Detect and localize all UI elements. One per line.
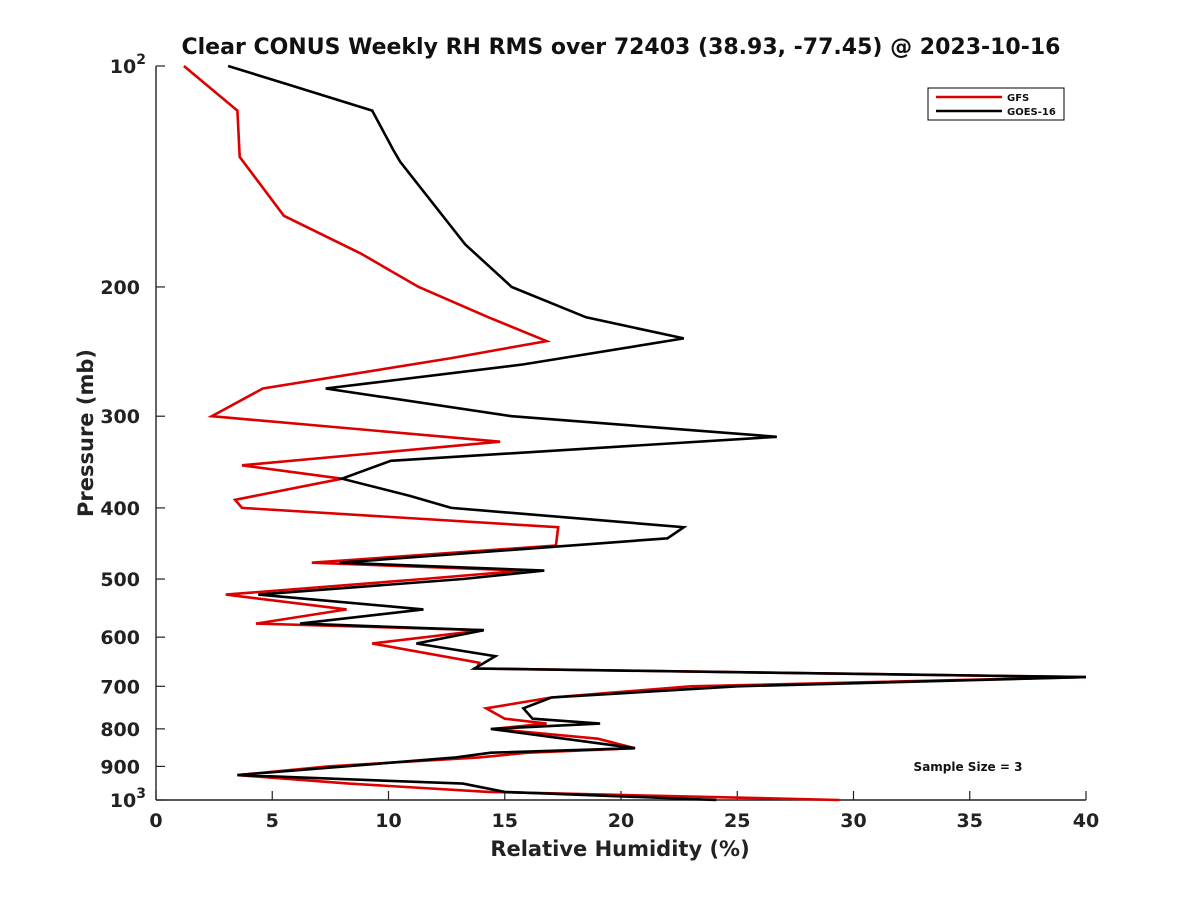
- legend-label-goes16: GOES-16: [1007, 107, 1056, 118]
- sample-size-annotation: Sample Size = 3: [914, 760, 1023, 774]
- y-tick-label: 800: [100, 719, 140, 741]
- y-tick-label: 200: [100, 277, 140, 299]
- y-tick-label: 300: [100, 406, 140, 428]
- x-axis-title: Relative Humidity (%): [490, 837, 749, 861]
- series-layer: [183, 64, 1087, 802]
- x-tick-label: 35: [957, 810, 983, 832]
- series-line-goes16: [227, 64, 1087, 802]
- legend-box: [927, 87, 1065, 121]
- y-tick-label: 103: [110, 786, 146, 812]
- x-tick-label: 0: [149, 810, 162, 832]
- axes: 0 5 10 15 20 25 30 35 40 102 200 300 400 500 600 700 800…: [100, 52, 1099, 832]
- x-tick-label: 15: [492, 810, 518, 832]
- x-tick-label: 25: [724, 810, 750, 832]
- series-line-gfs: [183, 65, 1087, 802]
- y-tick-label: 102: [110, 52, 146, 78]
- x-tick-label: 40: [1073, 810, 1099, 832]
- y-tick-label: 400: [100, 498, 140, 520]
- y-tick-label: 700: [100, 676, 140, 698]
- chart-title: Clear CONUS Weekly RH RMS over 72403 (38…: [182, 35, 1061, 60]
- x-tick-label: 10: [375, 810, 401, 832]
- y-tick-label: 600: [100, 627, 140, 649]
- legend-label-gfs: GFS: [1007, 93, 1029, 104]
- y-tick-label: 500: [100, 569, 140, 591]
- legend: GFS GOES-16: [927, 87, 1065, 121]
- x-tick-label: 30: [840, 810, 866, 832]
- y-tick-label: 900: [100, 756, 140, 778]
- x-tick-label: 20: [608, 810, 634, 832]
- x-tick-label: 5: [266, 810, 279, 832]
- y-axis-title: Pressure (mb): [74, 349, 98, 517]
